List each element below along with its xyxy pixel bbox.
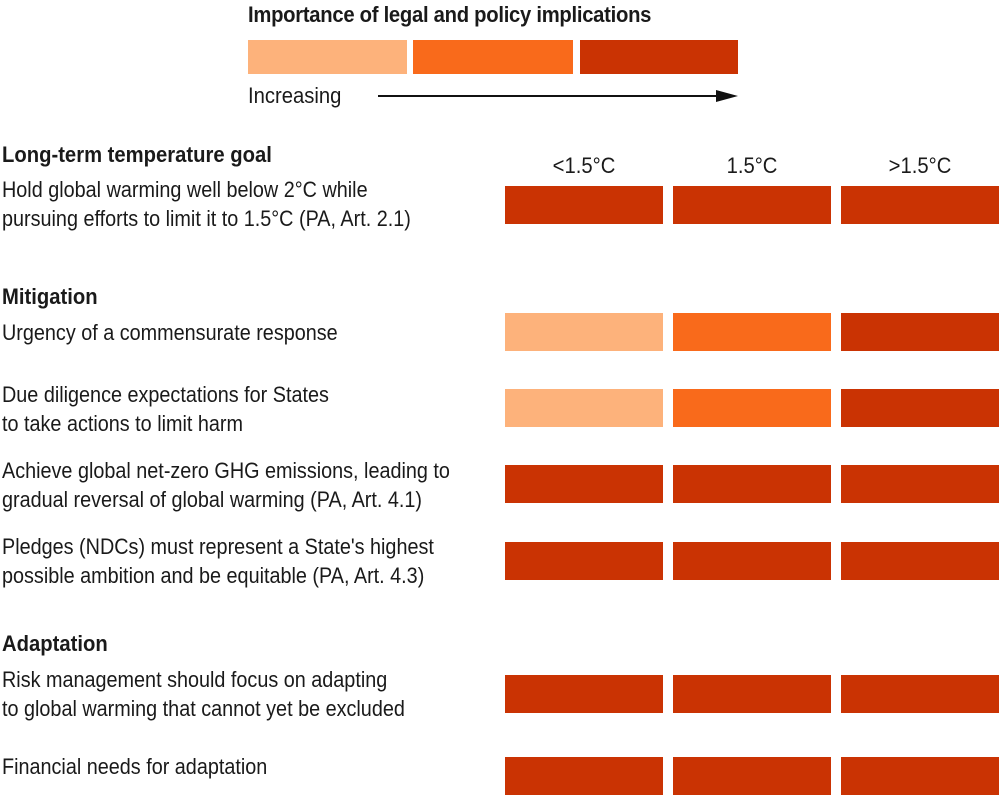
- section-title: Long-term temperature goal: [2, 142, 272, 167]
- heatmap-cell-level-3: [841, 542, 999, 580]
- row-label: Pledges (NDCs) must represent a State's …: [2, 532, 434, 590]
- heatmap-cell-level-3: [841, 186, 999, 224]
- heatmap-cell-level-3: [673, 465, 831, 503]
- row-label-line: to global warming that cannot yet be exc…: [2, 696, 405, 721]
- heatmap-cell-level-2: [673, 389, 831, 427]
- column-header: 1.5°C: [726, 153, 778, 178]
- column-header: <1.5°C: [552, 153, 616, 178]
- heatmap-cell-level-3: [505, 542, 663, 580]
- heatmap-cell-level-3: [673, 675, 831, 713]
- row-label-line: pursuing efforts to limit it to 1.5°C (P…: [2, 206, 411, 231]
- heatmap-cell-level-3: [841, 389, 999, 427]
- row-label-line: Hold global warming well below 2°C while: [2, 177, 368, 202]
- heatmap-cell-level-3: [841, 675, 999, 713]
- heatmap-cell-level-3: [841, 757, 999, 795]
- row-label-line: Due diligence expectations for States: [2, 382, 329, 407]
- legend-swatch-level-2: [413, 40, 573, 74]
- heatmap-cell-level-3: [673, 542, 831, 580]
- row-label: Achieve global net-zero GHG emissions, l…: [2, 456, 450, 514]
- heatmap-cell-level-3: [673, 757, 831, 795]
- increasing-arrow-icon: [378, 90, 738, 102]
- heatmap-cell-level-3: [505, 675, 663, 713]
- heatmap-cell-level-3: [505, 465, 663, 503]
- row-label: Risk management should focus on adapting…: [2, 665, 405, 723]
- legend-increasing-label: Increasing: [248, 83, 342, 108]
- legend-swatch-level-1: [248, 40, 407, 74]
- row-label-line: gradual reversal of global warming (PA, …: [2, 487, 423, 512]
- row-label: Urgency of a commensurate response: [2, 318, 338, 347]
- row-label-line: Achieve global net-zero GHG emissions, l…: [2, 458, 450, 483]
- row-label: Hold global warming well below 2°C while…: [2, 175, 411, 233]
- section-title: Mitigation: [2, 284, 98, 309]
- row-label: Financial needs for adaptation: [2, 752, 267, 781]
- row-label-line: to take actions to limit harm: [2, 411, 244, 436]
- column-header: >1.5°C: [888, 153, 952, 178]
- row-label-line: Pledges (NDCs) must represent a State's …: [2, 534, 434, 559]
- row-label: Due diligence expectations for States to …: [2, 380, 329, 438]
- row-label-line: Urgency of a commensurate response: [2, 320, 338, 345]
- heatmap-cell-level-1: [505, 389, 663, 427]
- legend-swatch-level-3: [580, 40, 738, 74]
- heatmap-cell-level-3: [841, 313, 999, 351]
- legend-title: Importance of legal and policy implicati…: [248, 2, 652, 27]
- heatmap-cell-level-2: [673, 313, 831, 351]
- heatmap-cell-level-1: [505, 313, 663, 351]
- row-label-line: possible ambition and be equitable (PA, …: [2, 563, 425, 588]
- heatmap-cell-level-3: [505, 757, 663, 795]
- row-label-line: Risk management should focus on adapting: [2, 667, 388, 692]
- heatmap-cell-level-3: [841, 465, 999, 503]
- row-label-line: Financial needs for adaptation: [2, 754, 268, 779]
- heatmap-cell-level-3: [673, 186, 831, 224]
- section-title: Adaptation: [2, 631, 108, 656]
- heatmap-cell-level-3: [505, 186, 663, 224]
